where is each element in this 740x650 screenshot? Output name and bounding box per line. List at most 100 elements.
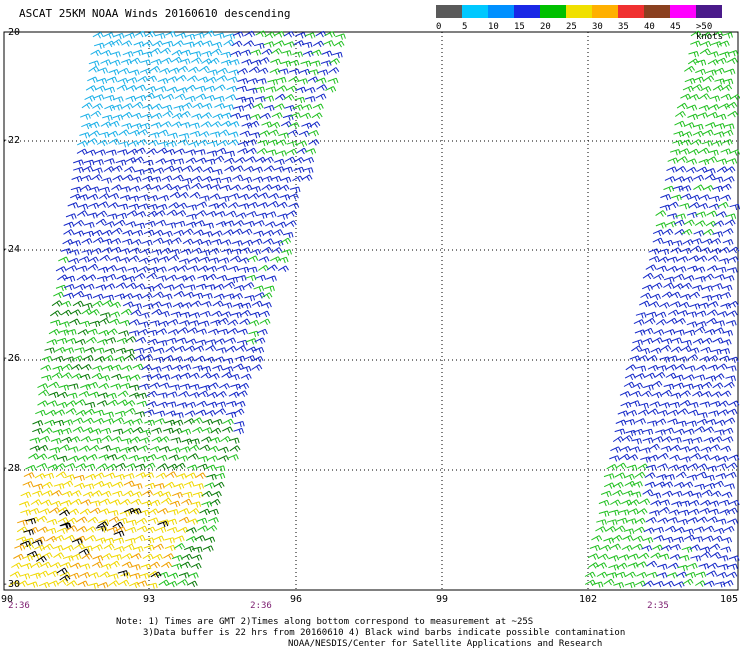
wind-barb: [630, 491, 642, 498]
wind-barb: [16, 536, 27, 543]
wind-barb: [286, 148, 298, 156]
wind-barb: [183, 481, 195, 488]
wind-barb: [720, 291, 732, 299]
wind-barb: [707, 355, 719, 362]
wind-barb: [688, 347, 700, 354]
wind-barb: [212, 300, 224, 307]
wind-barb: [151, 112, 163, 120]
wind-barb: [83, 230, 94, 237]
wind-barb: [671, 437, 682, 444]
wind-barb: [675, 165, 687, 173]
wind-barb: [67, 202, 79, 209]
wind-barb: [156, 147, 168, 155]
wind-barb: [182, 165, 194, 172]
lat-label: -26: [2, 353, 21, 364]
wind-barb: [190, 300, 202, 308]
wind-barb: [229, 373, 240, 381]
wind-barb: [282, 166, 293, 173]
wind-barb: [634, 471, 646, 479]
wind-barb: [90, 110, 102, 118]
wind-barb: [153, 347, 165, 354]
wind-barb: [724, 483, 735, 490]
wind-barb: [228, 265, 239, 273]
wind-barb: [703, 273, 715, 281]
wind-barb: [186, 518, 198, 525]
wind-barb: [122, 51, 134, 58]
lat-label: -24: [2, 244, 21, 255]
wind-barb: [682, 481, 694, 488]
wind-barb: [170, 374, 182, 381]
wind-barb: [79, 571, 91, 579]
wind-barb: [704, 482, 716, 490]
wind-barb: [673, 581, 685, 588]
wind-barb: [185, 536, 197, 543]
wind-barb: [106, 392, 117, 400]
wind-barb: [722, 427, 734, 435]
wind-barb: [676, 420, 687, 427]
wind-barb: [195, 409, 207, 417]
wind-barb: [591, 535, 603, 542]
wind-barb: [725, 375, 736, 382]
wind-barb: [584, 571, 596, 579]
wind-barb: [673, 382, 685, 389]
wind-barb: [683, 374, 695, 381]
wind-barb: [76, 516, 88, 523]
wind-barb: [161, 175, 173, 182]
wind-barb: [152, 93, 164, 101]
wind-barb: [103, 166, 115, 173]
wind-barb: [717, 555, 729, 562]
wind-barb: [719, 355, 730, 362]
wind-barb: [96, 77, 108, 85]
wind-barb: [134, 84, 146, 92]
wind-barb: [220, 239, 232, 246]
wind-barb: [177, 65, 189, 73]
wind-barb: [695, 580, 706, 587]
wind-barb: [661, 291, 673, 298]
wind-barb: [91, 561, 103, 568]
wind-barb: [610, 446, 622, 453]
wind-barb: [178, 191, 189, 199]
wind-barb: [213, 356, 225, 363]
wind-barb: [201, 58, 213, 65]
wind-barb: [706, 265, 718, 272]
wind-barb: [161, 104, 173, 112]
wind-barb: [162, 110, 174, 118]
wind-barb: [138, 572, 150, 580]
wind-barb: [669, 444, 681, 452]
wind-barb: [686, 474, 698, 481]
wind-barb: [48, 381, 60, 389]
wind-barb: [191, 417, 203, 424]
wind-barb: [129, 247, 141, 255]
wind-barb: [92, 167, 103, 174]
wind-barb: [721, 537, 733, 544]
wind-barb: [191, 166, 203, 173]
wind-barb: [206, 524, 218, 532]
wind-barb: [632, 535, 644, 543]
wind-barb: [247, 255, 259, 263]
wind-barb: [101, 481, 113, 489]
wind-barb: [26, 550, 38, 558]
wind-barb: [148, 257, 160, 264]
wind-barb: [25, 518, 36, 525]
wind-barb: [103, 418, 115, 425]
wind-barb: [138, 437, 150, 444]
wind-barb: [157, 520, 169, 528]
wind-barb: [603, 578, 615, 586]
wind-barb: [88, 186, 100, 193]
wind-barb: [232, 240, 243, 247]
wind-barb: [179, 311, 191, 319]
wind-barb: [631, 481, 643, 488]
wind-barb: [216, 75, 228, 82]
wind-barb: [624, 419, 636, 426]
wind-barb: [668, 509, 680, 516]
wind-barb: [137, 328, 149, 336]
wind-barb: [177, 265, 189, 272]
wind-barb: [626, 464, 638, 471]
wind-barb: [204, 94, 216, 102]
wind-barb: [173, 412, 184, 419]
wind-barb: [157, 463, 169, 470]
wind-barb: [79, 373, 91, 381]
wind-barb: [149, 499, 161, 507]
lon-label: 105: [719, 594, 739, 605]
wind-barb: [87, 76, 99, 84]
